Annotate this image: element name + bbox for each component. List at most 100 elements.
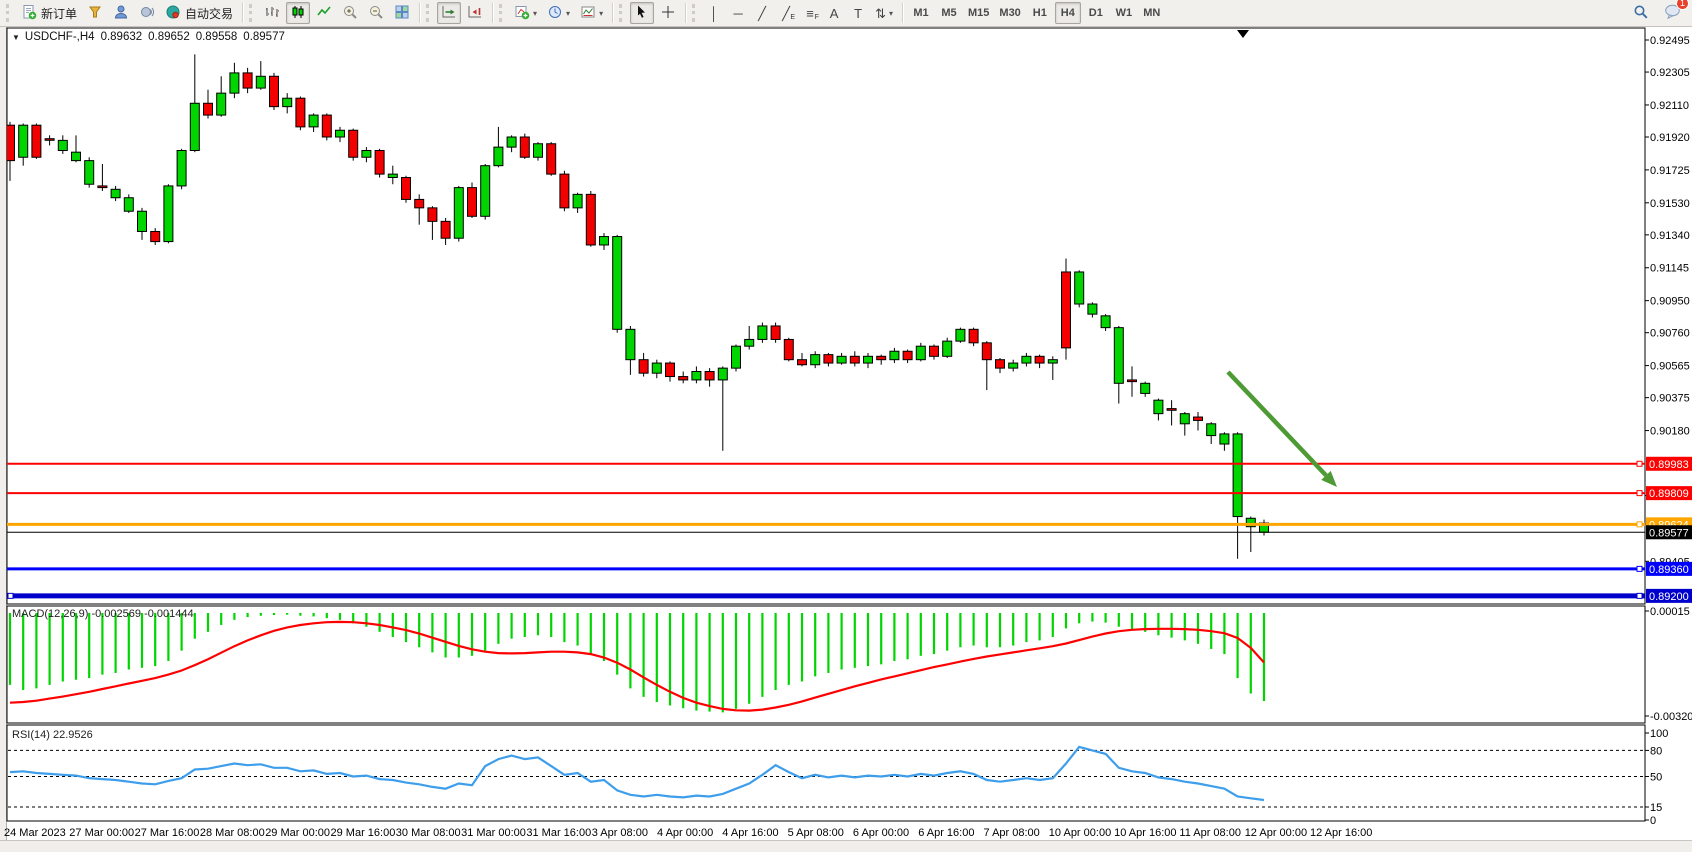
autotrading-button[interactable]: 自动交易 <box>161 2 237 24</box>
styler-button[interactable] <box>83 2 107 24</box>
line-price-label: 0.89983 <box>1649 459 1689 471</box>
trendline-button[interactable]: ╱ <box>751 2 773 24</box>
zoom-in-button[interactable] <box>338 2 362 24</box>
timeframe-m30-button[interactable]: M30 <box>999 7 1021 19</box>
main-toolbar: 新订单 自动交易 ▾ ▾ ▾ │ ─ ╱ ╱ E ≡ F A T ⇅ ▾ M1 M5 M15 M30 H1 H4 D1 W1 M… <box>0 0 1692 27</box>
doc-icon <box>21 4 37 22</box>
fibonacci-button[interactable]: ≡ F <box>799 2 821 24</box>
bar-chart-button[interactable] <box>260 2 284 24</box>
vertical-line-button[interactable]: │ <box>703 2 725 24</box>
horizontal-line-button[interactable]: ─ <box>727 2 749 24</box>
rsi-axis-tick: 80 <box>1650 745 1662 757</box>
chevron-down-icon[interactable]: ▾ <box>599 8 604 18</box>
bars-icon <box>264 4 280 22</box>
rsi-label: RSI(14) 22.9526 <box>12 729 93 741</box>
chevron-down-icon[interactable]: ▾ <box>533 8 538 18</box>
timeframe-m15-button[interactable]: M15 <box>968 7 990 19</box>
timeframe-d1-button[interactable]: D1 <box>1088 7 1103 19</box>
indicators-button[interactable]: ▾ <box>510 2 541 24</box>
linechart-icon <box>316 4 332 22</box>
timeframe-w1-button[interactable]: W1 <box>1115 7 1133 19</box>
toolbar-separator <box>902 3 903 23</box>
equidistant-channel-button[interactable]: ╱ E <box>775 2 797 24</box>
timeframe-m5-button[interactable]: M5 <box>941 7 957 19</box>
time-axis-label: 31 Mar 16:00 <box>526 827 591 839</box>
candlestick-series <box>7 54 1269 559</box>
search-button[interactable] <box>1629 2 1653 24</box>
bottom-window-edge <box>0 841 1692 852</box>
horizontal-line-object[interactable]: 0.89983 <box>7 456 1692 471</box>
timeframe-h1-button[interactable]: H1 <box>1032 7 1047 19</box>
line-price-label: 0.89360 <box>1649 564 1689 576</box>
time-axis-label: 27 Mar 16:00 <box>135 827 200 839</box>
zoom-out-button[interactable] <box>364 2 388 24</box>
funnel-icon <box>87 4 103 22</box>
timeframe-h4-button[interactable]: H4 <box>1054 2 1081 24</box>
chart-top-marker[interactable] <box>1237 30 1249 38</box>
horizontal-line-object[interactable]: 0.89809 <box>7 486 1692 501</box>
chart-shift-button[interactable] <box>463 2 487 24</box>
price-axis-tick: 0.91920 <box>1650 132 1690 144</box>
line-price-label: 0.89200 <box>1649 591 1689 603</box>
textA-icon: A <box>829 5 839 21</box>
auto-scroll-button[interactable] <box>437 2 462 24</box>
horizontal-line-object[interactable]: 0.89360 <box>7 561 1692 576</box>
toolbar-separator <box>685 3 687 23</box>
time-axis-label: 30 Mar 08:00 <box>396 827 461 839</box>
time-axis-label: 31 Mar 00:00 <box>461 827 526 839</box>
price-axis-tick: 0.92305 <box>1650 67 1690 79</box>
price-axis-tick: 0.90565 <box>1650 361 1690 373</box>
price-axis-tick: 0.90760 <box>1650 328 1690 340</box>
horizontal-line-object[interactable]: 0.89200 <box>7 588 1692 603</box>
autoscroll-icon <box>441 4 457 22</box>
symbol-dropdown-icon[interactable]: ▼ <box>12 33 20 42</box>
high-value: 0.89652 <box>148 31 190 43</box>
chevron-down-icon[interactable]: ▾ <box>888 8 893 18</box>
new-order-button-label: 新订单 <box>41 6 78 21</box>
close-value: 0.89577 <box>243 31 285 43</box>
chevron-down-icon[interactable]: ▾ <box>566 8 571 18</box>
timeframe-m1-button[interactable]: M1 <box>913 7 929 19</box>
timeframe-mn-button[interactable]: MN <box>1143 7 1161 19</box>
time-axis-label: 11 Apr 08:00 <box>1179 827 1241 839</box>
chart-panel[interactable] <box>6 27 1646 605</box>
chart-panel[interactable] <box>6 605 1646 724</box>
signals-button[interactable] <box>135 2 159 24</box>
toolbar-grip <box>692 4 698 22</box>
fibo-icon: ≡ F <box>806 5 819 21</box>
cursor-button[interactable] <box>630 2 655 24</box>
tile-windows-button[interactable] <box>390 2 414 24</box>
time-axis-label: 27 Mar 00:00 <box>69 827 134 839</box>
person-icon <box>113 4 129 22</box>
left-window-edge <box>0 27 6 852</box>
text-label-button[interactable]: T <box>847 2 869 24</box>
templates-button[interactable]: ▾ <box>576 2 607 24</box>
chart-panel[interactable] <box>6 724 1646 822</box>
line-chart-button[interactable] <box>312 2 336 24</box>
price-axis-tick: 0.91340 <box>1650 230 1690 242</box>
time-axis-label: 10 Apr 16:00 <box>1114 827 1176 839</box>
rsi-axis-tick: 15 <box>1650 802 1662 814</box>
arrows-button[interactable]: ⇅ ▾ <box>871 2 897 24</box>
tiles-icon <box>394 4 410 22</box>
time-axis-label: 5 Apr 08:00 <box>788 827 844 839</box>
chart-ohlc-overlay[interactable]: ▼ USDCHF-,H4 0.89632 0.89652 0.89558 0.89577 <box>12 31 291 43</box>
arrowsobj-icon: ⇅ <box>875 5 886 21</box>
trend-arrow-object[interactable] <box>1226 370 1337 487</box>
periods-button[interactable]: ▾ <box>543 2 574 24</box>
macd-label: MACD(12,26,9) -0.002569 -0.001444 <box>12 608 194 620</box>
new-order-button[interactable]: 新订单 <box>17 2 81 24</box>
chat-button[interactable]: 1 <box>1664 0 1689 24</box>
chartshift-icon <box>467 4 483 22</box>
time-axis-label: 12 Apr 00:00 <box>1245 827 1307 839</box>
candlestick-chart-button[interactable] <box>286 2 311 24</box>
line-price-label: 0.89809 <box>1649 488 1689 500</box>
template-icon <box>580 4 596 22</box>
text-button[interactable]: A <box>823 2 845 24</box>
zoomout-icon <box>368 4 384 22</box>
profile-button[interactable] <box>109 2 133 24</box>
crosshair-button[interactable] <box>656 2 680 24</box>
macd-axis-tick: 0.00015 <box>1650 606 1690 618</box>
